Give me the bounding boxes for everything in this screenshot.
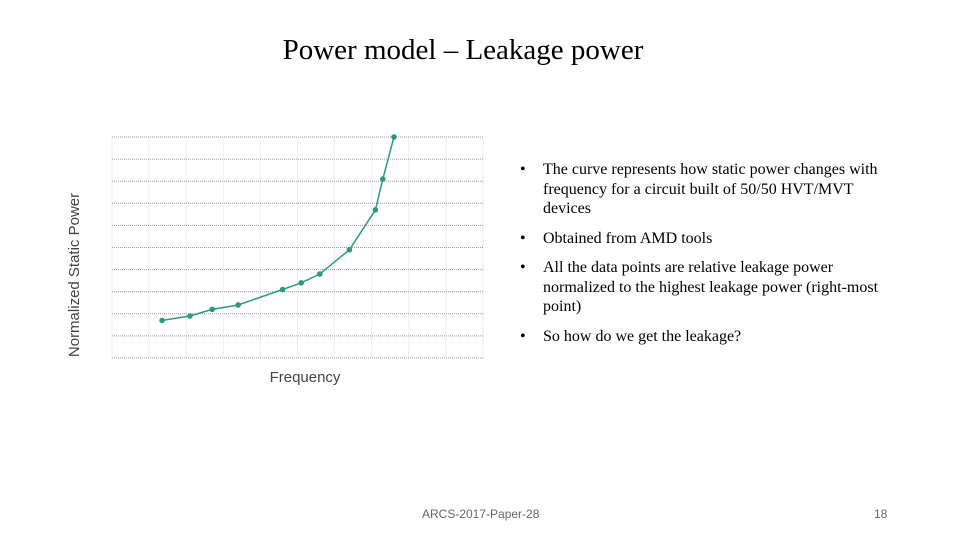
bullet: Obtained from AMD tools	[516, 229, 888, 249]
page-number: 18	[874, 507, 888, 521]
data-point	[279, 286, 286, 293]
data-point	[380, 176, 386, 182]
data-point	[346, 246, 353, 253]
data-point	[159, 317, 165, 324]
bullet: The curve represents how static power ch…	[516, 160, 888, 219]
slide-title: Power model – Leakage power	[282, 34, 644, 66]
data-point	[209, 306, 215, 313]
bullet: All the data points are relative leakage…	[516, 258, 888, 317]
data-point	[372, 207, 379, 213]
data-point	[391, 134, 397, 140]
data-line	[161, 136, 395, 322]
bullet: So how do we get the leakage?	[516, 327, 888, 347]
data-point	[316, 271, 323, 277]
x-axis-label: Frequency	[270, 369, 341, 386]
footer: ARCS-2017-Paper-28	[422, 507, 540, 521]
data-point	[298, 280, 305, 286]
data-point	[235, 302, 241, 308]
bullet-list: The curve represents how static power ch…	[516, 160, 888, 356]
y-axis-label: Normalized Static Power	[66, 193, 83, 357]
data-point	[187, 313, 193, 319]
